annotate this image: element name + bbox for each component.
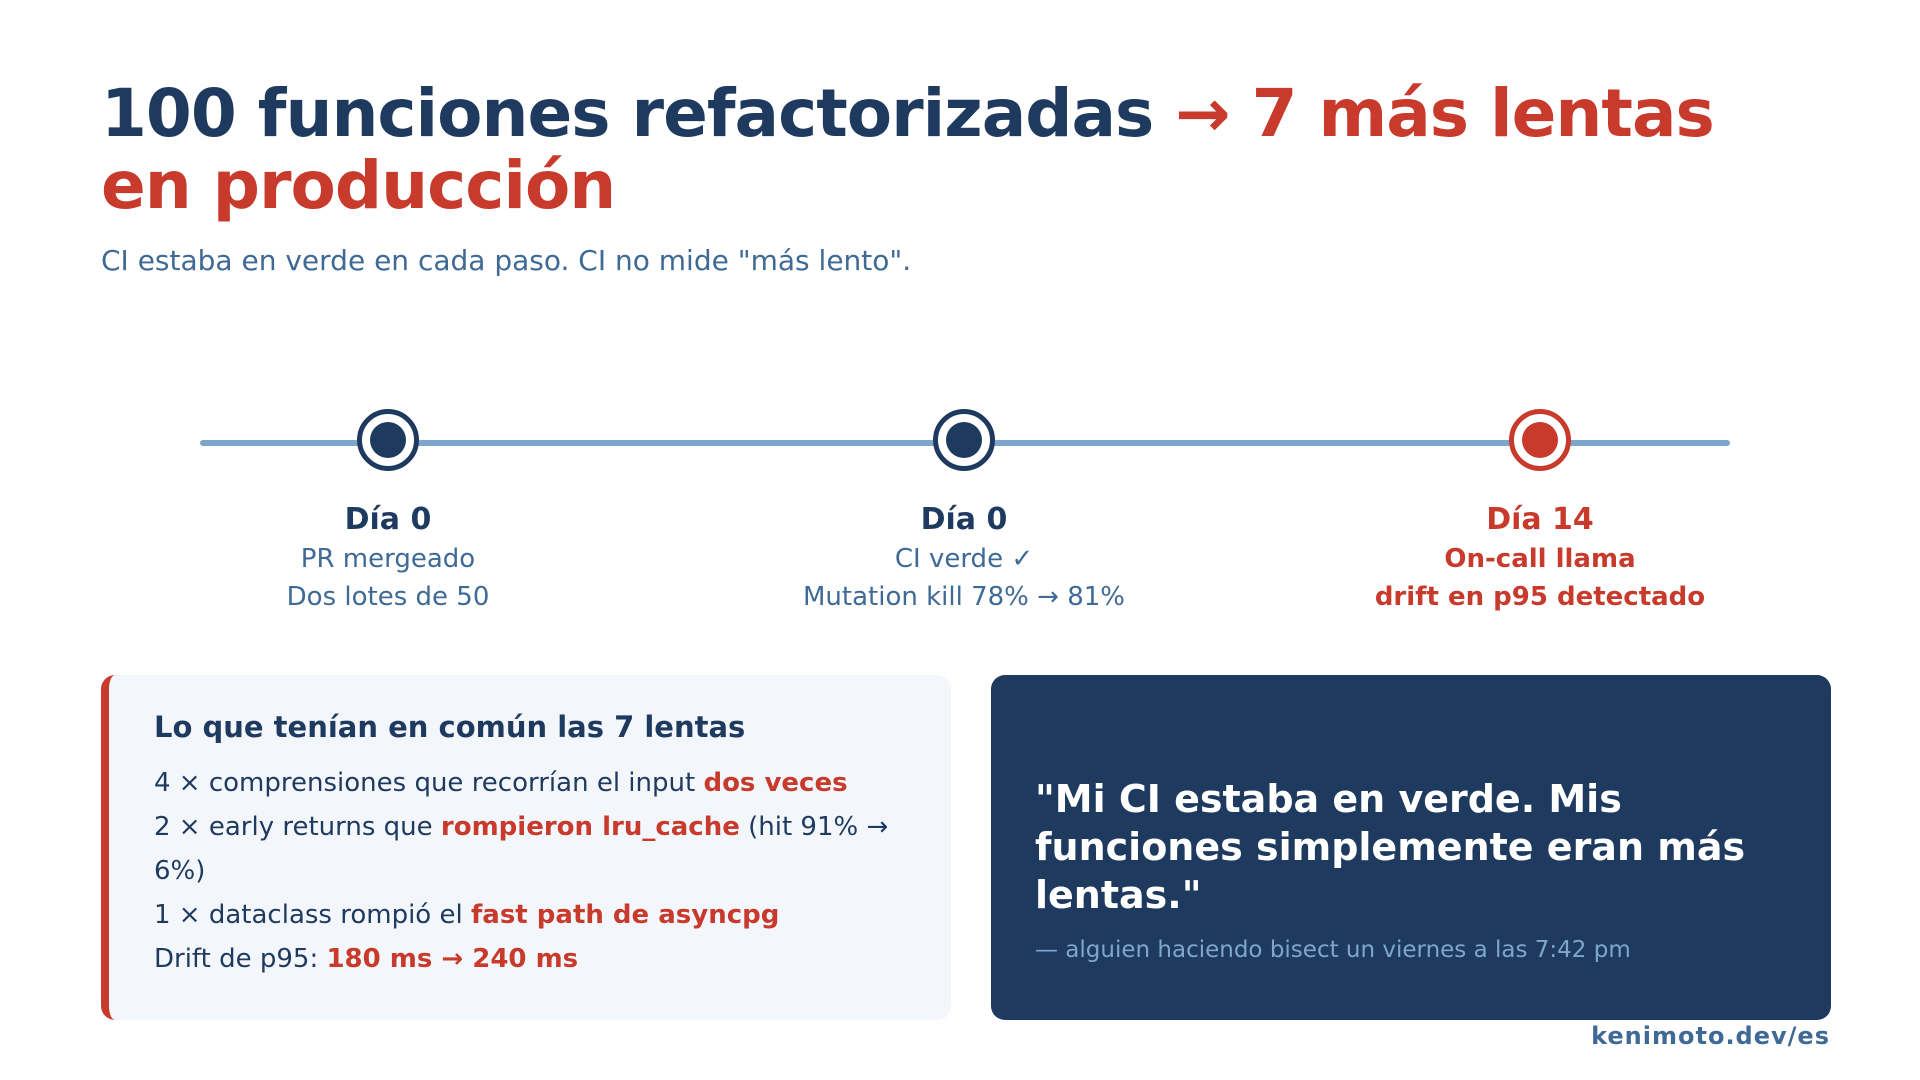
quote-attribution: — alguien haciendo bisect un viernes a l…	[1035, 937, 1631, 963]
timeline-step-1: Día 0 PR mergeado Dos lotes de 50	[128, 500, 648, 616]
page-title: 100 funciones refactorizadas → 7 más len…	[101, 78, 1801, 222]
summary-row-2: 2 × early returns que rompieron lru_cach…	[154, 805, 914, 893]
step-line: drift en p95 detectado	[1374, 582, 1706, 612]
timeline-node-3	[1509, 409, 1571, 471]
step-day: Día 14	[1486, 502, 1594, 537]
row-text: Drift de p95:	[154, 944, 327, 974]
timeline-node-1	[357, 409, 419, 471]
quote-text: "Mi CI estaba en verde. Mis funciones si…	[1035, 777, 1746, 917]
summary-row-4: Drift de p95: 180 ms → 240 ms	[154, 937, 914, 981]
quote-card: "Mi CI estaba en verde. Mis funciones si…	[991, 675, 1831, 1020]
row-highlight: rompieron lru_cache	[440, 812, 740, 842]
step-day: Día 0	[344, 502, 432, 537]
title-main: 100 funciones refactorizadas	[101, 75, 1154, 152]
row-text: 4 × comprensiones que recorrían el input	[154, 768, 704, 798]
summary-heading: Lo que tenían en común las 7 lentas	[154, 710, 746, 744]
row-text: 2 × early returns que	[154, 812, 441, 842]
timeline-node-2	[933, 409, 995, 471]
step-line: CI verde ✓	[894, 544, 1034, 574]
step-day: Día 0	[920, 502, 1008, 537]
page-subtitle: CI estaba en verde en cada paso. CI no m…	[101, 244, 912, 277]
step-line: Dos lotes de 50	[286, 582, 490, 612]
row-text: 1 × dataclass rompió el	[154, 900, 471, 930]
step-line: On-call llama	[1444, 544, 1636, 574]
summary-row-3: 1 × dataclass rompió el fast path de asy…	[154, 893, 914, 937]
row-text: (hit 91% → 6%)	[154, 812, 889, 886]
step-line: Mutation kill 78% → 81%	[803, 582, 1125, 612]
step-line: PR mergeado	[300, 544, 476, 574]
timeline-step-2: Día 0 CI verde ✓ Mutation kill 78% → 81%	[704, 500, 1224, 616]
row-highlight: 180 ms → 240 ms	[326, 944, 579, 974]
timeline-dot	[1522, 422, 1558, 458]
row-highlight: fast path de asyncpg	[470, 900, 780, 930]
timeline-dot	[370, 422, 406, 458]
row-highlight: dos veces	[703, 768, 848, 798]
summary-row-1: 4 × comprensiones que recorrían el input…	[154, 761, 914, 805]
footer-link[interactable]: kenimoto.dev/es	[1591, 1022, 1830, 1050]
summary-card: Lo que tenían en común las 7 lentas 4 × …	[101, 675, 951, 1020]
timeline-dot	[946, 422, 982, 458]
title-accent: → 7 más lentas en producción	[101, 75, 1715, 224]
timeline-step-3: Día 14 On-call llama drift en p95 detect…	[1280, 500, 1800, 616]
